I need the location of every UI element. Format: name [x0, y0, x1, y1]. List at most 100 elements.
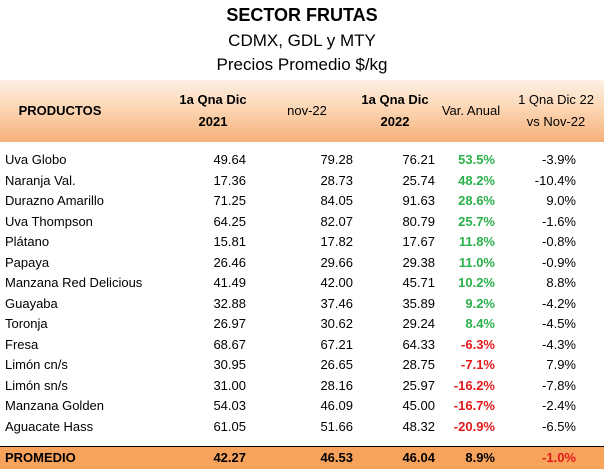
price-nov22: 28.16 — [320, 377, 353, 393]
var-anual: -20.9% — [453, 418, 495, 434]
table-row: Fresa 68.67 67.21 64.33 -6.3% -4.3% — [0, 335, 604, 355]
average-row: PROMEDIO 42.27 46.53 46.04 8.9% -1.0% — [0, 446, 604, 469]
price-nov22: 46.09 — [320, 398, 353, 413]
table-row: Naranja Val. 17.36 28.73 25.74 48.2% -10.4% — [0, 171, 604, 191]
var-anual: -6.3% — [461, 336, 495, 352]
price-dic2022: 76.21 — [402, 152, 435, 167]
product-name: Naranja Val. — [5, 172, 76, 188]
table-row: Manzana Golden 54.03 46.09 45.00 -16.7% -2.4% — [0, 396, 604, 416]
product-name: Uva Thompson — [5, 213, 93, 229]
var-anual: 53.5% — [458, 152, 495, 167]
price-nov22: 51.66 — [320, 418, 353, 434]
price-dic2022: 45.00 — [402, 398, 435, 413]
price-dic2021: 32.88 — [213, 295, 246, 311]
var-qna: -10.4% — [534, 172, 576, 188]
price-dic2021: 71.25 — [213, 193, 246, 208]
var-anual: 11.0% — [458, 254, 495, 270]
var-qna: -0.9% — [542, 254, 576, 270]
var-anual: -16.2% — [453, 377, 495, 393]
price-nov22: 42.00 — [320, 275, 353, 290]
price-dic2022: 91.63 — [402, 193, 435, 208]
var-anual: 10.2% — [458, 275, 495, 290]
product-name: Manzana Golden — [5, 398, 105, 413]
table-row: Aguacate Hass 61.05 51.66 48.32 -20.9% -6.5% — [0, 417, 604, 437]
price-dic2022: 25.97 — [402, 377, 435, 393]
price-dic2021: 54.03 — [213, 398, 246, 413]
price-nov22: 17.82 — [320, 234, 353, 249]
product-name: Papaya — [5, 254, 50, 270]
header-dic2022: 1a Qna Dic 2022 — [361, 92, 429, 129]
table-row: Manzana Red Delicious 41.49 42.00 45.71 10.2… — [0, 273, 604, 293]
price-dic2021: 15.81 — [213, 234, 246, 249]
product-name: Fresa — [5, 336, 39, 352]
product-name: Plátano — [5, 234, 50, 249]
price-dic2022: 64.33 — [402, 336, 435, 352]
var-anual: 48.2% — [458, 172, 495, 188]
product-name: Manzana Red Delicious — [5, 275, 143, 290]
var-anual: 25.7% — [458, 213, 495, 229]
price-dic2021: 64.25 — [213, 213, 246, 229]
table-row: Plátano 15.81 17.82 17.67 11.8% -0.8% — [0, 232, 604, 252]
var-qna: -0.8% — [542, 234, 576, 249]
var-qna: -4.3% — [542, 336, 576, 352]
price-dic2022: 80.79 — [402, 213, 435, 229]
var-qna: -7.8% — [542, 377, 576, 393]
var-anual: 9.2% — [465, 295, 495, 311]
price-dic2021: 31.00 — [213, 377, 246, 393]
average-label: PROMEDIO — [5, 450, 76, 465]
table-row: Durazno Amarillo 71.25 84.05 91.63 28.6% 9.0% — [0, 191, 604, 211]
table-header: PRODUCTOS 1a Qna Dic 2021 nov-22 1a Qna D… — [0, 80, 604, 142]
average-nov22: 46.53 — [320, 450, 353, 465]
average-dic2021: 42.27 — [213, 450, 246, 465]
price-dic2022: 29.24 — [402, 316, 435, 331]
header-dic2021: 1a Qna Dic 2021 — [179, 92, 247, 129]
table-row: Toronja 26.97 30.62 29.24 8.4% -4.5% — [0, 314, 604, 334]
price-dic2021: 26.97 — [213, 316, 246, 331]
var-qna: -3.9% — [542, 152, 576, 167]
price-dic2021: 30.95 — [213, 357, 246, 372]
product-name: Aguacate Hass — [5, 418, 94, 434]
price-nov22: 26.65 — [320, 357, 353, 372]
price-dic2021: 41.49 — [213, 275, 246, 290]
price-nov22: 79.28 — [320, 152, 353, 167]
product-name: Limón sn/s — [5, 377, 68, 393]
var-qna: 7.9% — [546, 357, 576, 372]
product-name: Uva Globo — [5, 152, 67, 167]
header-var-anual: Var. Anual — [441, 103, 501, 118]
header-productos: PRODUCTOS — [18, 103, 102, 118]
subtitle-cities: CDMX, GDL y MTY — [228, 31, 376, 50]
product-name: Durazno Amarillo — [5, 193, 104, 208]
price-nov22: 29.66 — [320, 254, 353, 270]
price-dic2022: 17.67 — [402, 234, 435, 249]
var-qna: -2.4% — [542, 398, 576, 413]
var-qna: -4.2% — [542, 295, 576, 311]
price-dic2022: 45.71 — [402, 275, 435, 290]
table-row: Limón cn/s 30.95 26.65 28.75 -7.1% 7.9% — [0, 355, 604, 375]
header-qna-vs-nov: 1 Qna Dic 22 vs Nov-22 — [518, 92, 594, 129]
var-qna: 9.0% — [546, 193, 576, 208]
var-anual: 28.6% — [458, 193, 495, 208]
subtitle-prices: Precios Promedio $/kg — [216, 55, 388, 74]
var-qna: -1.6% — [542, 213, 576, 229]
price-dic2021: 68.67 — [213, 336, 246, 352]
var-anual: -7.1% — [461, 357, 495, 372]
price-dic2022: 25.74 — [402, 172, 435, 188]
price-dic2022: 35.89 — [402, 295, 435, 311]
price-dic2021: 49.64 — [213, 152, 246, 167]
table-row: Uva Thompson 64.25 82.07 80.79 25.7% -1.6% — [0, 212, 604, 232]
var-anual: 8.4% — [465, 316, 495, 331]
price-nov22: 30.62 — [320, 316, 353, 331]
price-dic2021: 61.05 — [213, 418, 246, 434]
table-row: Guayaba 32.88 37.46 35.89 9.2% -4.2% — [0, 294, 604, 314]
price-nov22: 82.07 — [320, 213, 353, 229]
average-dic2022: 46.04 — [402, 450, 435, 465]
table-row: Uva Globo 49.64 79.28 76.21 53.5% -3.9% — [0, 150, 604, 170]
var-qna: 8.8% — [546, 275, 576, 290]
price-dic2022: 29.38 — [402, 254, 435, 270]
table-row: Limón sn/s 31.00 28.16 25.97 -16.2% -7.8% — [0, 376, 604, 396]
average-var-anual: 8.9% — [465, 450, 495, 465]
var-qna: -4.5% — [542, 316, 576, 331]
table-row: Papaya 26.46 29.66 29.38 11.0% -0.9% — [0, 253, 604, 273]
price-nov22: 37.46 — [320, 295, 353, 311]
price-nov22: 84.05 — [320, 193, 353, 208]
